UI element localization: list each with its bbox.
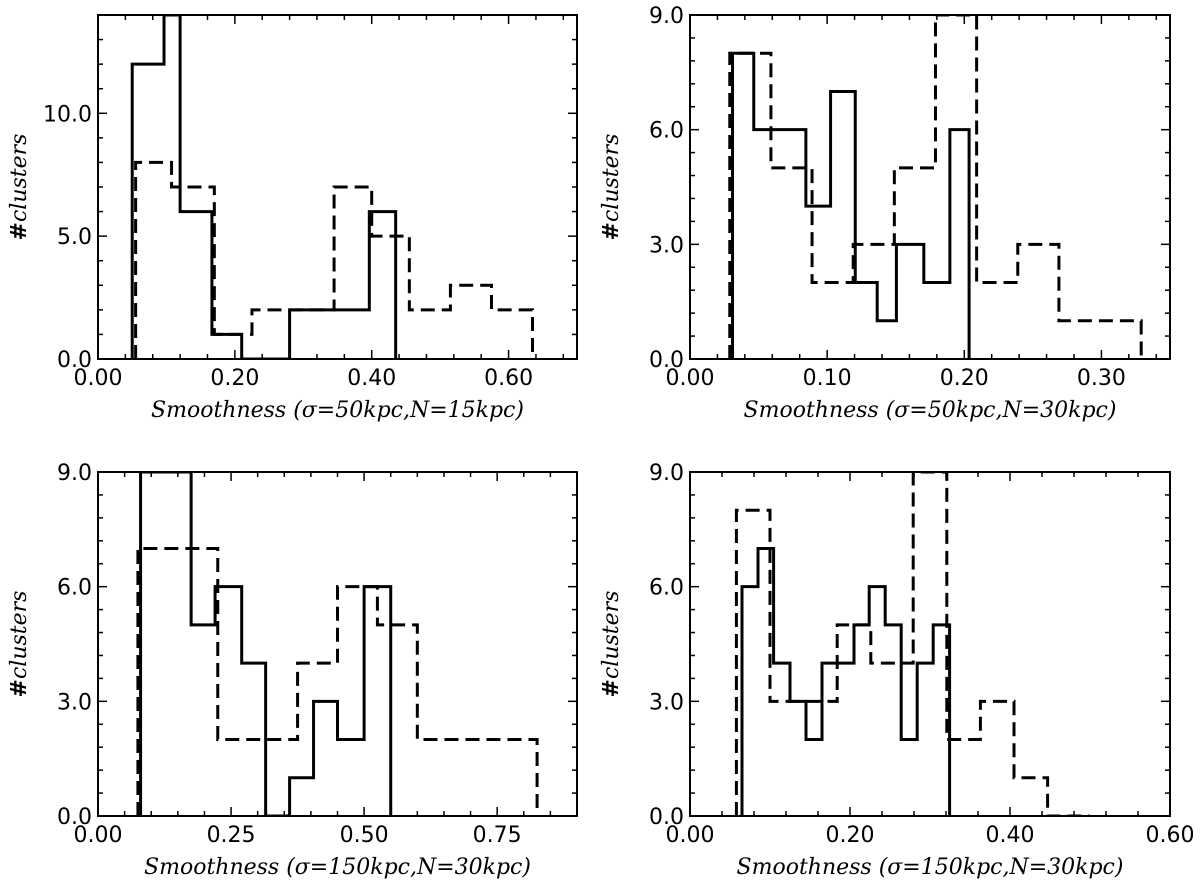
x-tick-label: 0.30: [1077, 366, 1126, 391]
x-axis-label: Smoothness (σ=50kpc,N=30kpc): [744, 398, 1117, 423]
x-axis-label: Smoothness (σ=150kpc,N=30kpc): [144, 855, 531, 880]
x-tick-label: 0.20: [826, 823, 875, 848]
x-tick-label: 0.60: [484, 366, 533, 391]
y-tick-label: 3.0: [57, 690, 92, 715]
series-solid-panel-1: [130, 15, 398, 359]
y-axis-label: #clusters: [599, 134, 624, 241]
plot-frame: [689, 471, 1171, 817]
panel-2: 0.00 0.10 0.20 0.30 0.0 3.0 6.0 9.0 Smoothness (…: [599, 4, 1171, 423]
series-dashed-panel-1: [134, 160, 535, 359]
x-tick-label: 0.10: [803, 366, 852, 391]
panel-4: 0.00 0.20 0.40 0.60 0.0 3.0 6.0 9.0 Smoothness (…: [599, 461, 1194, 880]
y-tick-label: 9.0: [649, 4, 684, 29]
series-dashed-panel-3: [136, 546, 539, 816]
y-tick-label: 0.0: [649, 348, 684, 373]
y-tick-label: 0.0: [57, 348, 92, 373]
panel-3: 0.00 0.25 0.50 0.75 0.0 3.0 6.0 9.0 Smoothness (…: [7, 461, 578, 880]
panel-1: 0.00 0.20 0.40 0.60 0.0 5.0 10.0 Smoothness (σ=…: [7, 14, 578, 423]
series-solid-panel-3: [139, 472, 393, 816]
y-tick-label: 6.0: [649, 119, 684, 144]
y-axis-label: #clusters: [599, 591, 624, 698]
x-tick-label: 0.50: [340, 823, 389, 848]
series-solid-panel-4: [740, 546, 952, 816]
y-tick-label: 0.0: [57, 805, 92, 830]
y-tick-label: 3.0: [649, 233, 684, 258]
x-tick-label: 0.40: [986, 823, 1035, 848]
y-axis-label: #clusters: [7, 134, 32, 241]
x-tick-label: 0.20: [210, 366, 259, 391]
y-tick-label: 5.0: [57, 225, 92, 250]
x-tick-label: 0.60: [1146, 823, 1195, 848]
series-solid-panel-2: [731, 51, 971, 359]
y-tick-label: 6.0: [57, 576, 92, 601]
y-tick-label: 10.0: [43, 102, 92, 127]
x-tick-label: 0.25: [207, 823, 256, 848]
x-axis-label: Smoothness (σ=150kpc,N=30kpc): [737, 855, 1124, 880]
y-tick-label: 9.0: [57, 461, 92, 486]
x-tick-label: 0.00: [74, 366, 123, 391]
x-tick-label: 0.00: [666, 366, 715, 391]
y-axis-label: #clusters: [7, 591, 32, 698]
series-dashed-panel-2: [728, 15, 1143, 359]
x-axis-label: Smoothness (σ=50kpc,N=15kpc): [151, 398, 524, 423]
y-tick-label: 3.0: [649, 690, 684, 715]
series-dashed-panel-4: [734, 472, 1090, 816]
x-tick-label: 0.20: [940, 366, 989, 391]
x-tick-label: 0.75: [473, 823, 522, 848]
x-tick-label: 0.00: [74, 823, 123, 848]
x-tick-label: 0.00: [666, 823, 715, 848]
x-tick-label: 0.40: [347, 366, 396, 391]
y-tick-label: 0.0: [649, 805, 684, 830]
plot-frame: [689, 14, 1171, 360]
y-tick-label: 6.0: [649, 576, 684, 601]
plot-frame: [97, 471, 578, 817]
y-tick-label: 9.0: [649, 461, 684, 486]
